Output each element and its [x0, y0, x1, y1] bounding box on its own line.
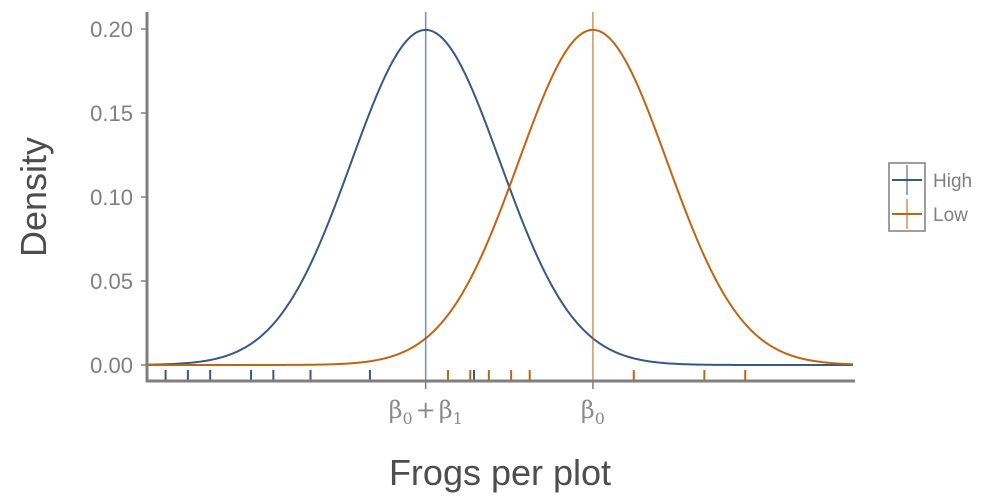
legend-box	[888, 162, 926, 232]
low-density-curve	[147, 28, 854, 366]
y-tick-label: 0.05	[90, 269, 133, 294]
y-axis-title: Density	[13, 137, 54, 257]
y-tick-label: 0.15	[90, 101, 133, 126]
y-tick-label: 0.00	[90, 353, 133, 378]
high-density-curve	[146, 28, 853, 366]
rug-marks	[164, 370, 747, 380]
x-axis-ticks: β0 + β1 β0	[389, 381, 605, 428]
y-axis-ticks: 0.00 0.05 0.10 0.15 0.20	[90, 17, 147, 378]
y-tick-label: 0.10	[90, 185, 133, 210]
x-axis-title: Frogs per plot	[389, 452, 611, 493]
legend-label-low: Low	[933, 205, 968, 226]
x-tick-label: β0	[581, 396, 605, 428]
x-tick-label: β0 + β1	[389, 396, 463, 428]
legend-label-high: High	[933, 171, 972, 192]
legend: High Low	[888, 162, 972, 232]
mean-lines	[424, 12, 594, 380]
density-curves	[146, 28, 854, 366]
y-tick-label: 0.20	[90, 17, 133, 42]
